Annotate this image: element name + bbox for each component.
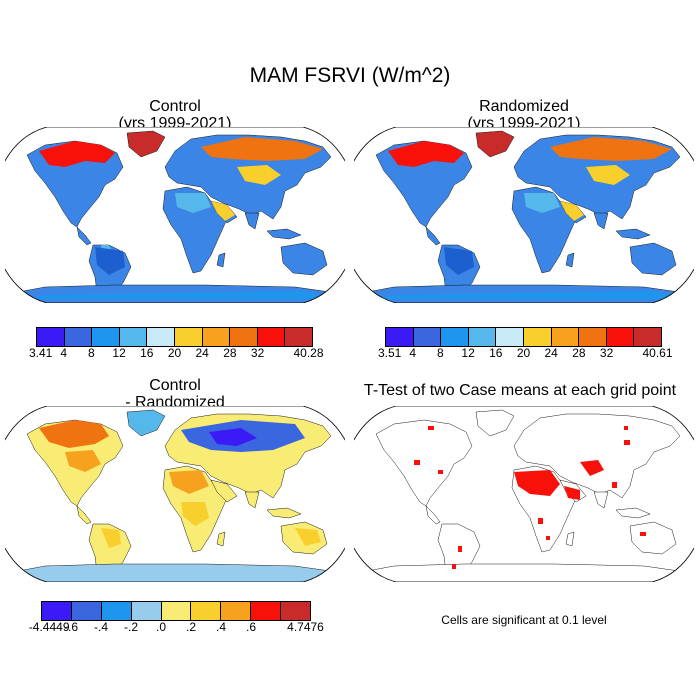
colorbar-randomized-label: 40.61 [642, 346, 673, 360]
colorbar-difference-swatch [71, 602, 102, 620]
difference-map [5, 406, 345, 582]
colorbar-control-label: 8 [88, 346, 95, 360]
ttest-map [354, 406, 694, 582]
colorbar-difference-label: -.6 [63, 620, 79, 634]
colorbar-control-label: 32 [250, 346, 265, 360]
colorbar-randomized-label: 28 [572, 346, 586, 360]
colorbar-randomized-label: 4 [409, 346, 417, 360]
colorbar-randomized-swatch [468, 328, 497, 346]
panel-title-control-line1: Control [149, 98, 201, 115]
colorbar-randomized-swatch [579, 328, 607, 346]
colorbar-difference-label: .6 [245, 620, 257, 634]
colorbar-control-label: 16 [140, 346, 154, 360]
colorbar-control-swatch [37, 328, 65, 346]
colorbar-randomized-label: 3.51 [377, 346, 402, 360]
colorbar-difference-swatch [251, 602, 282, 620]
colorbar-difference-swatch [281, 602, 311, 620]
colorbar-control-labels: 3.41 4 8 12 16 20 24 28 32 40.28 [29, 346, 324, 362]
colorbar-difference-swatch [191, 602, 222, 620]
ttest-note: Cells are significant at 0.1 level [441, 613, 607, 627]
colorbar-difference-swatch [221, 602, 252, 620]
colorbar-randomized-labels: 3.51 4 8 12 16 20 24 28 32 40.61 [378, 346, 673, 362]
colorbar-randomized-label: 32 [599, 346, 614, 360]
colorbar-control-label: 20 [167, 346, 182, 360]
colorbar-randomized-label: 16 [489, 346, 503, 360]
colorbar-control-label: 4 [60, 346, 68, 360]
randomized-map [354, 127, 694, 303]
control-map [5, 127, 345, 303]
colorbar-control-swatch [92, 328, 120, 346]
colorbar-randomized-swatch [551, 328, 580, 346]
colorbar-control-swatch [285, 328, 312, 346]
colorbar-randomized-swatch [386, 328, 414, 346]
colorbar-randomized [385, 327, 662, 347]
colorbar-randomized-swatch [441, 328, 469, 346]
colorbar-randomized-label: 20 [516, 346, 531, 360]
colorbar-control-swatch [257, 328, 286, 346]
colorbar-randomized-swatch [496, 328, 524, 346]
colorbar-randomized-swatch [413, 328, 442, 346]
colorbar-control-swatch [119, 328, 148, 346]
colorbar-difference-label: .2 [185, 620, 197, 634]
colorbar-difference-label: .4 [215, 620, 227, 634]
colorbar-randomized-swatch [634, 328, 661, 346]
colorbar-control-label: 24 [195, 346, 209, 360]
colorbar-control-label: 12 [112, 346, 126, 360]
colorbar-difference-label: 4.7476 [287, 620, 324, 634]
colorbar-control-swatch [147, 328, 175, 346]
colorbar-randomized-label: 8 [437, 346, 444, 360]
colorbar-randomized-swatch [606, 328, 635, 346]
panel-title-ttest: T-Test of two Case means at each grid po… [340, 382, 700, 399]
colorbar-randomized-label: 12 [461, 346, 475, 360]
panel-title-randomized-line1: Randomized [479, 98, 569, 115]
colorbar-difference-label: -.4 [93, 620, 109, 634]
colorbar-difference-label: -.2 [123, 620, 139, 634]
colorbar-randomized-swatch [523, 328, 552, 346]
colorbar-difference-label: -4.4449 [28, 620, 70, 634]
colorbar-control-swatch [230, 328, 258, 346]
main-title: MAM FSRVI (W/m^2) [249, 64, 451, 87]
colorbar-difference-labels: -4.4449 -.6 -.4 -.2 .0 .2 .4 .6 4.7476 [29, 620, 324, 636]
colorbar-control [36, 327, 313, 347]
colorbar-difference [41, 601, 311, 621]
colorbar-difference-swatch [161, 602, 192, 620]
colorbar-difference-swatch [101, 602, 132, 620]
colorbar-randomized-label: 24 [544, 346, 558, 360]
colorbar-control-swatch [174, 328, 203, 346]
colorbar-control-label: 28 [223, 346, 237, 360]
colorbar-control-swatch [64, 328, 93, 346]
colorbar-difference-label: .0 [155, 620, 167, 634]
colorbar-control-label: 3.41 [28, 346, 53, 360]
panel-title-difference-line1: Control [149, 377, 201, 394]
colorbar-control-swatch [202, 328, 231, 346]
colorbar-difference-swatch [42, 602, 72, 620]
colorbar-difference-swatch [131, 602, 162, 620]
panel-title-ttest-line1: T-Test of two Case means at each grid po… [363, 382, 677, 399]
colorbar-control-label: 40.28 [293, 346, 324, 360]
